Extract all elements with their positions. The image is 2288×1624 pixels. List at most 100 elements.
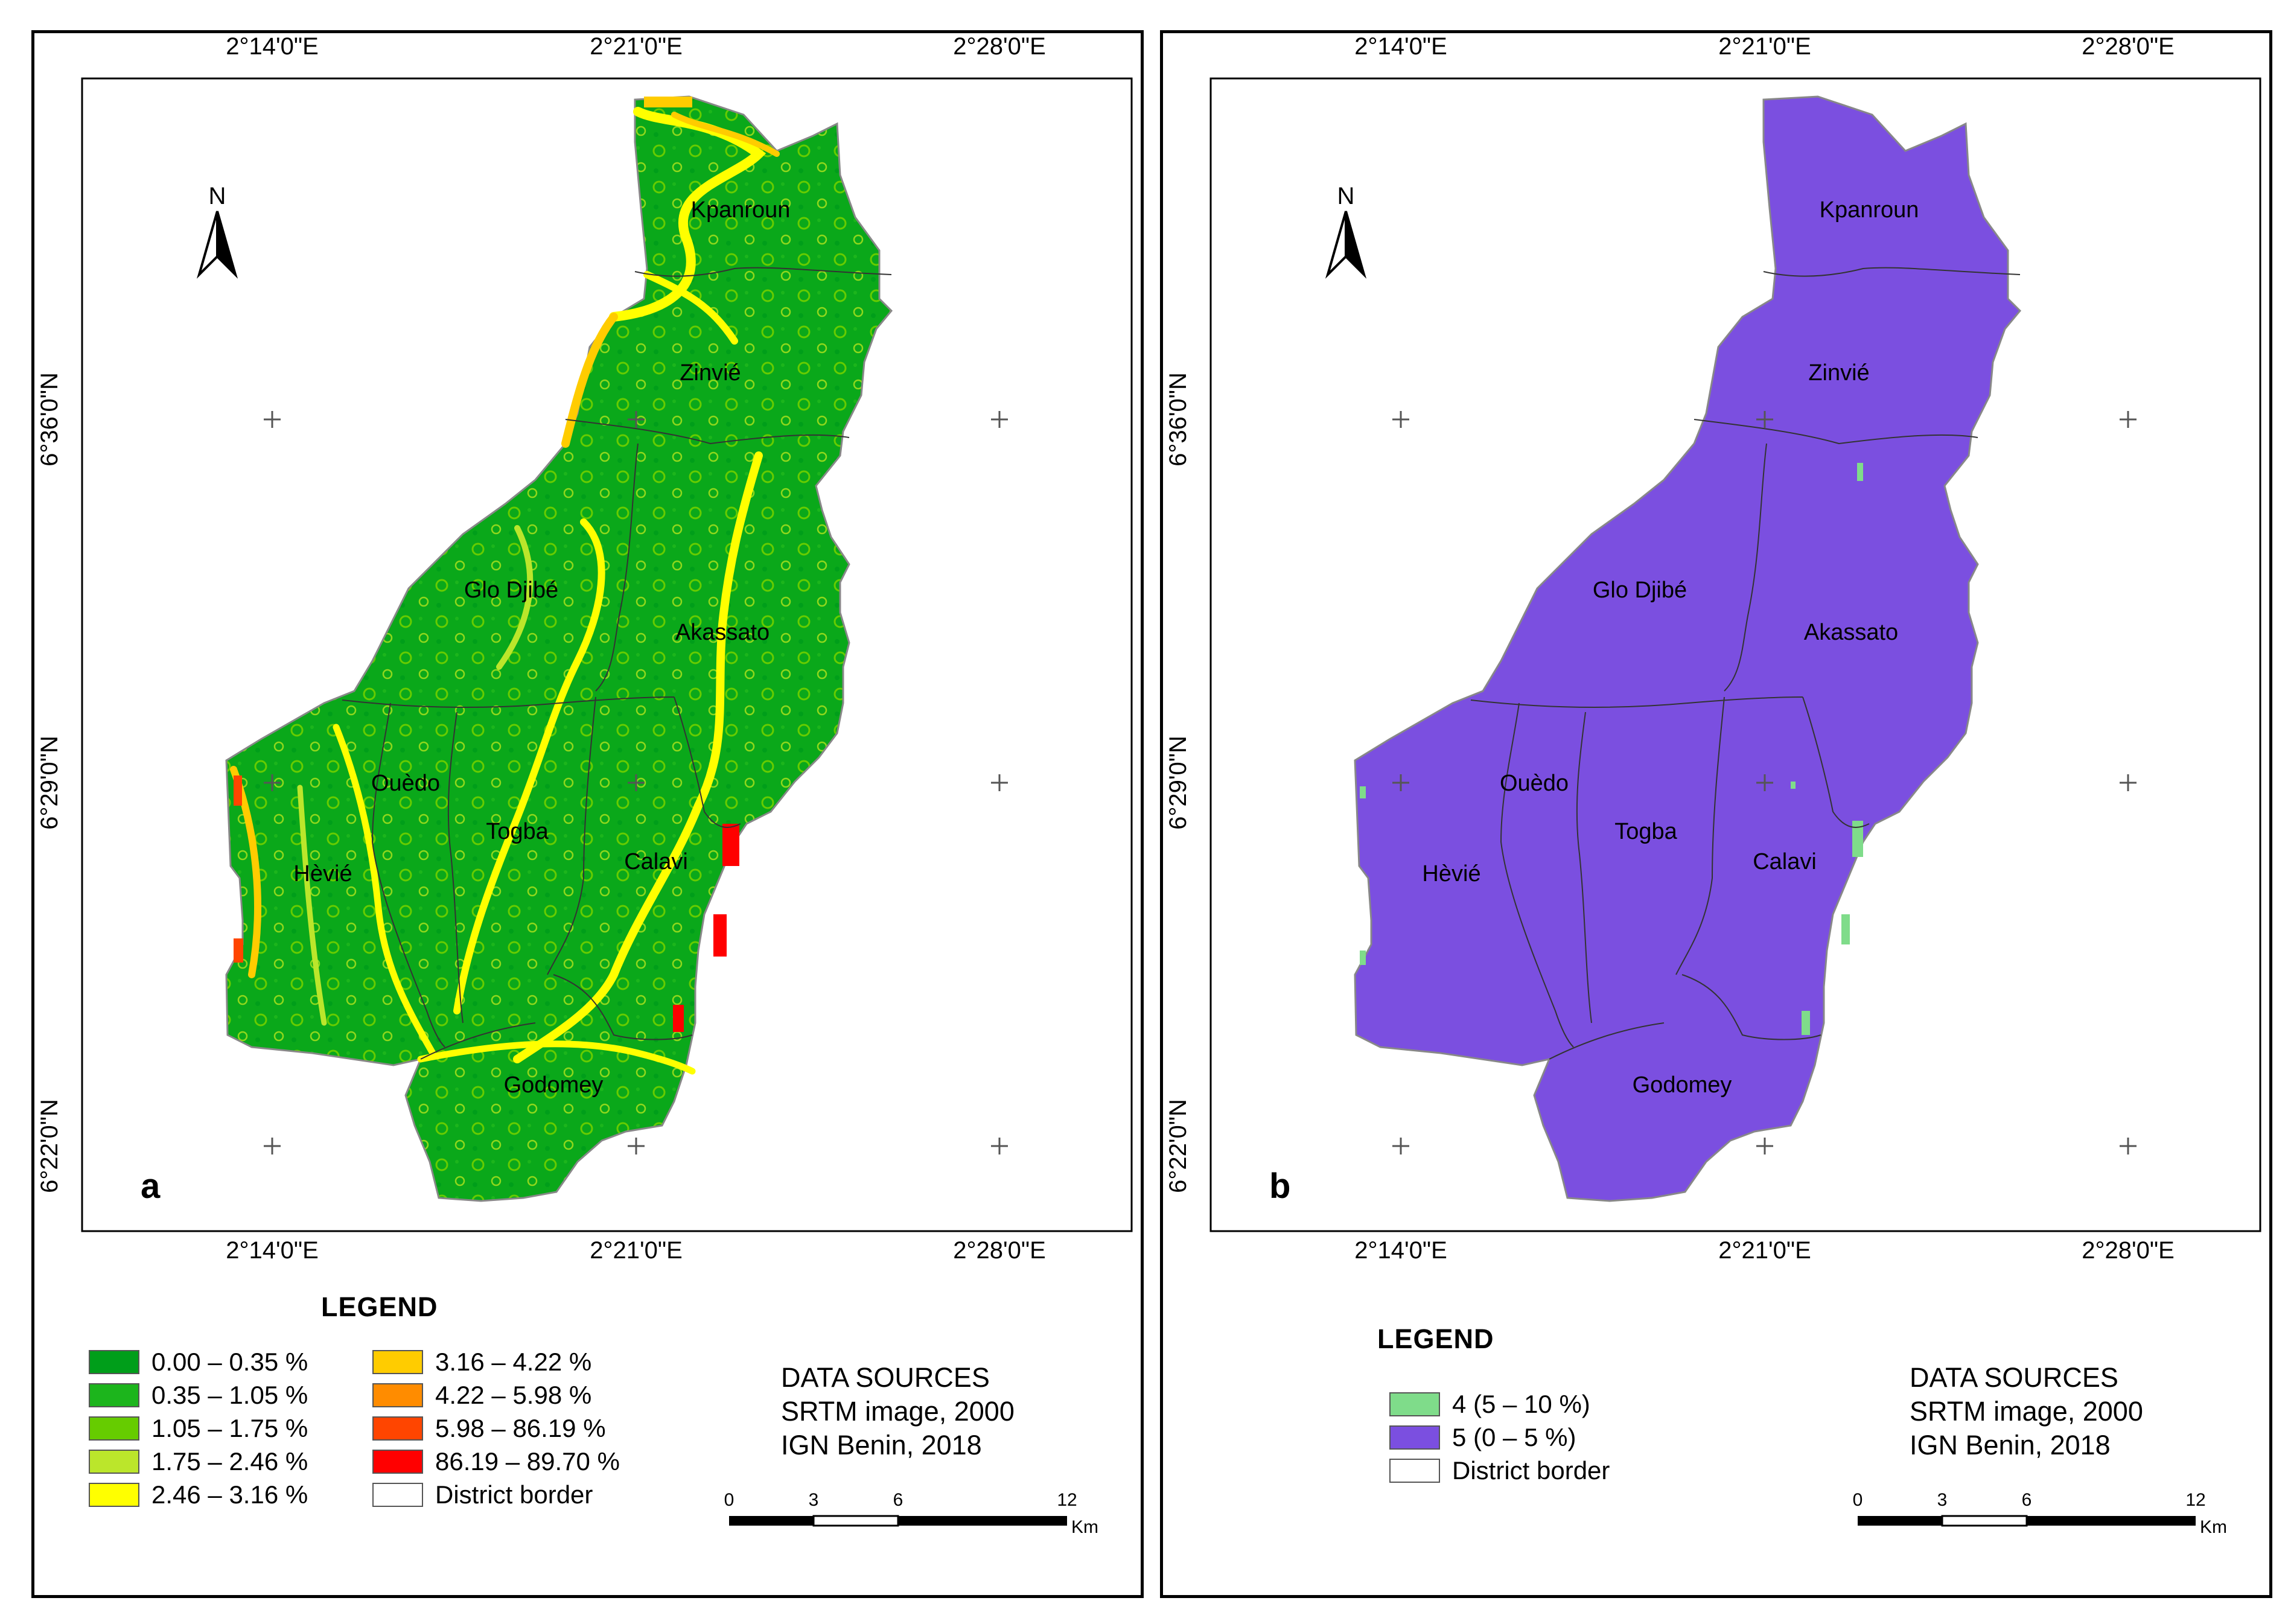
district-label-akassato: Akassato: [675, 620, 770, 645]
district-label-togba: Togba: [1614, 819, 1677, 844]
legend-swatch: [372, 1416, 423, 1441]
a-legend-item-6: 4.22 – 5.98 %: [372, 1381, 591, 1410]
b-legend-item-2: District border: [1389, 1456, 1610, 1485]
district-label-zinvie: Zinvié: [1808, 360, 1869, 386]
lon-label-top-3: 2°28'0"E: [953, 33, 1046, 60]
scale-bar-b: 0 3 6 12 Km: [1853, 1490, 2227, 1537]
svg-text:N: N: [1337, 183, 1355, 209]
svg-text:6: 6: [893, 1490, 903, 1510]
legend-label: 0.35 – 1.05 %: [151, 1381, 308, 1409]
b-legend-item-0: 4 (5 – 10 %): [1389, 1390, 1590, 1419]
a-legend-item-5: 3.16 – 4.22 %: [372, 1348, 591, 1377]
district-label-ouedo: Ouèdo: [371, 771, 440, 796]
legend-label: District border: [435, 1480, 593, 1509]
district-label-kpanroun: Kpanroun: [691, 197, 791, 223]
map-a-svg: 2°14'0"E 2°21'0"E 2°28'0"E 2°14'0"E 2°21…: [36, 33, 1133, 1537]
legend-label: 2.46 – 3.16 %: [151, 1480, 308, 1509]
district-label-hevie: Hèvié: [293, 861, 352, 887]
legend-label: 86.19 – 89.70 %: [435, 1447, 620, 1476]
a-legend-item-8: 86.19 – 89.70 %: [372, 1447, 620, 1476]
data-source-line-1: SRTM image, 2000: [781, 1396, 1015, 1427]
data-source-line-2: IGN Benin, 2018: [781, 1430, 982, 1460]
lon-label-bottom-1: 2°14'0"E: [1354, 1237, 1447, 1264]
district-label-akassato: Akassato: [1804, 620, 1898, 645]
map-b-svg: 2°14'0"E 2°21'0"E 2°28'0"E 2°14'0"E 2°21…: [1165, 33, 2261, 1537]
legend-label: 3.16 – 4.22 %: [435, 1348, 592, 1376]
lon-label-top-2: 2°21'0"E: [590, 33, 683, 60]
class-4-patches: [1360, 463, 1863, 1035]
district-label-calavi: Calavi: [1753, 849, 1817, 874]
svg-text:3: 3: [1937, 1490, 1948, 1510]
lat-label-left-1: 6°36'0"N: [1165, 372, 1191, 467]
slope-streaks: [230, 107, 780, 1075]
legend-swatch: [89, 1416, 139, 1441]
legend-swatch: [372, 1383, 423, 1407]
lon-label-bottom-3: 2°28'0"E: [2082, 1237, 2175, 1264]
legend-swatch: [372, 1483, 423, 1507]
a-legend-item-4: 2.46 – 3.16 %: [89, 1480, 308, 1509]
data-sources-title: DATA SOURCES: [1910, 1362, 2118, 1393]
lon-label-bottom-3: 2°28'0"E: [953, 1237, 1046, 1264]
map-panel-b: 2°14'0"E 2°21'0"E 2°28'0"E 2°14'0"E 2°21…: [1160, 30, 2272, 1598]
legend-swatch: [89, 1450, 139, 1474]
svg-text:N: N: [209, 183, 226, 209]
district-label-hevie: Hèvié: [1422, 861, 1480, 887]
district-label-ouedo: Ouèdo: [1500, 771, 1569, 796]
lon-label-top-2: 2°21'0"E: [1718, 33, 1811, 60]
svg-text:6: 6: [2022, 1490, 2032, 1510]
legend-title-a: LEGEND: [321, 1291, 438, 1322]
district-label-glo-djibe: Glo Djibé: [1593, 578, 1687, 603]
high-slope-patches: [234, 97, 739, 1032]
legend-swatch: [1389, 1425, 1440, 1450]
district-label-godomey: Godomey: [504, 1072, 604, 1098]
a-legend-item-7: 5.98 – 86.19 %: [372, 1414, 606, 1443]
a-legend-item-9: District border: [372, 1480, 593, 1509]
legend-label: 5.98 – 86.19 %: [435, 1414, 606, 1442]
svg-text:12: 12: [2185, 1490, 2205, 1510]
a-legend-item-0: 0.00 – 0.35 %: [89, 1348, 308, 1377]
data-sources-title: DATA SOURCES: [781, 1362, 990, 1393]
district-label-calavi: Calavi: [624, 849, 688, 874]
lon-label-bottom-2: 2°21'0"E: [590, 1237, 683, 1264]
svg-text:0: 0: [1853, 1490, 1863, 1510]
legend-label: 1.05 – 1.75 %: [151, 1414, 308, 1442]
north-arrow-icon: N: [1325, 183, 1367, 279]
data-sources-a: DATA SOURCES SRTM image, 2000 IGN Benin,…: [781, 1361, 1015, 1462]
district-label-togba: Togba: [486, 819, 549, 844]
lat-label-left-3: 6°22'0"N: [36, 1099, 63, 1193]
legend-label: 1.75 – 2.46 %: [151, 1447, 308, 1476]
lon-label-top-1: 2°14'0"E: [1354, 33, 1447, 60]
legend-swatch: [89, 1383, 139, 1407]
data-source-line-1: SRTM image, 2000: [1910, 1396, 2143, 1427]
data-sources-b: DATA SOURCES SRTM image, 2000 IGN Benin,…: [1910, 1361, 2143, 1462]
a-legend-item-2: 1.05 – 1.75 %: [89, 1414, 308, 1443]
legend-title-b: LEGEND: [1377, 1323, 1494, 1354]
district-label-glo-djibe: Glo Djibé: [464, 578, 558, 603]
lat-label-left-2: 6°29'0"N: [1165, 736, 1191, 830]
svg-text:3: 3: [809, 1490, 819, 1510]
lon-label-top-1: 2°14'0"E: [226, 33, 319, 60]
legend-label: 5 (0 – 5 %): [1452, 1423, 1576, 1451]
district-borders-b: [1470, 267, 2021, 1060]
a-legend-item-1: 0.35 – 1.05 %: [89, 1381, 308, 1410]
legend-label: 4 (5 – 10 %): [1452, 1390, 1590, 1418]
north-arrow-icon: N: [196, 183, 238, 279]
district-borders-a: [342, 267, 892, 1060]
panel-letter-b: b: [1269, 1167, 1290, 1206]
map-panel-a: 2°14'0"E 2°21'0"E 2°28'0"E 2°14'0"E 2°21…: [31, 30, 1144, 1598]
legend-swatch: [89, 1483, 139, 1507]
lat-label-left-2: 6°29'0"N: [36, 736, 63, 830]
legend-label: 0.00 – 0.35 %: [151, 1348, 308, 1376]
lat-label-left-1: 6°36'0"N: [36, 372, 63, 467]
lat-label-left-3: 6°22'0"N: [1165, 1099, 1191, 1193]
scale-bar-a: 0 3 6 12 Km: [724, 1490, 1098, 1537]
district-label-kpanroun: Kpanroun: [1820, 197, 1919, 223]
data-source-line-2: IGN Benin, 2018: [1910, 1430, 2111, 1460]
commune-slope-class-raster: [1354, 95, 2022, 1202]
legend-swatch: [89, 1350, 139, 1374]
svg-text:0: 0: [724, 1490, 735, 1510]
legend-swatch: [372, 1350, 423, 1374]
legend-label: District border: [1452, 1456, 1610, 1485]
district-label-godomey: Godomey: [1633, 1072, 1732, 1098]
graticule-crosses: [264, 411, 1008, 1154]
